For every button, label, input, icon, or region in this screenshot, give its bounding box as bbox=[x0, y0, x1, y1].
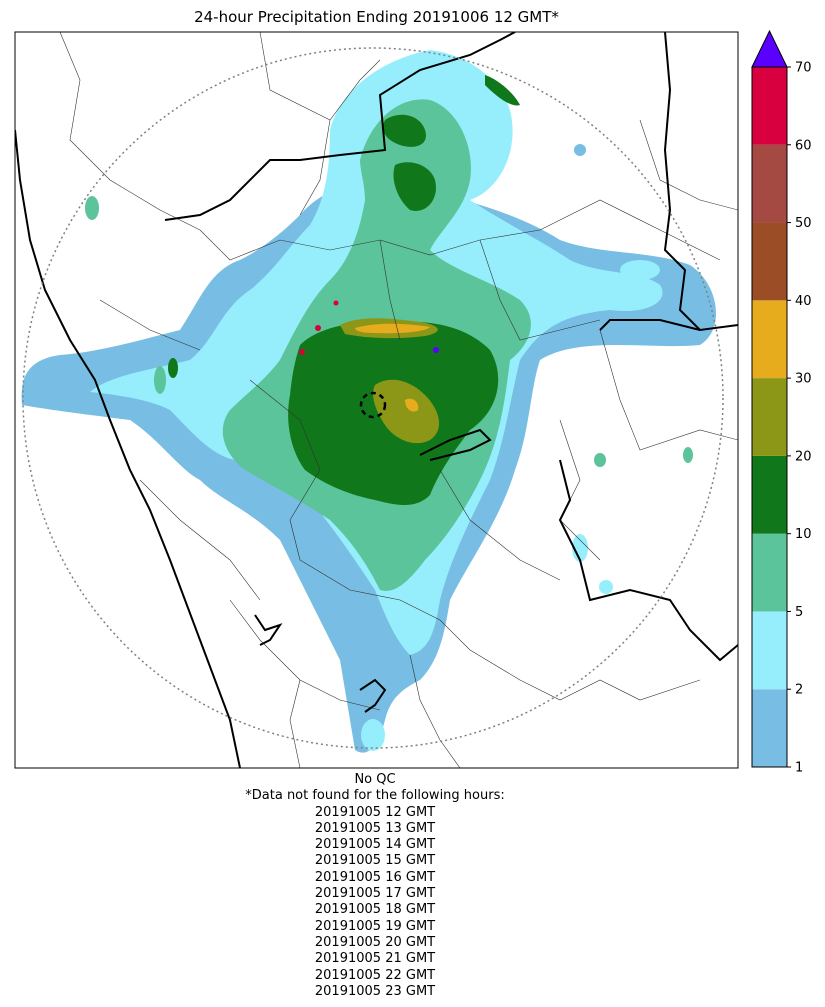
missing-hour-item: 20191005 14 GMT bbox=[314, 837, 436, 853]
precip-band-30-40 bbox=[355, 323, 430, 334]
radar-site-marker bbox=[359, 391, 387, 419]
colorbar-segment bbox=[752, 67, 787, 145]
missing-hour-item: 20191005 18 GMT bbox=[314, 902, 436, 918]
missing-hour-item: 20191005 13 GMT bbox=[314, 820, 436, 836]
precip-cell bbox=[168, 358, 178, 378]
precip-cell bbox=[620, 260, 660, 280]
colorbar-segment bbox=[752, 222, 787, 301]
precipitation-field bbox=[21, 50, 717, 753]
colorbar-segment bbox=[752, 611, 787, 690]
colorbar-tick-label: 40 bbox=[795, 294, 812, 309]
missing-hour-item: 20191005 12 GMT bbox=[314, 804, 436, 820]
qc-note: No QC bbox=[354, 772, 396, 787]
missing-hour-item: 20191005 17 GMT bbox=[314, 886, 436, 902]
radar-range-ring bbox=[22, 47, 724, 749]
precip-cell-70-plus bbox=[333, 300, 339, 306]
precip-cell-60-70 bbox=[315, 325, 321, 331]
colorbar-extend-arrow bbox=[751, 29, 788, 68]
coastline bbox=[15, 32, 738, 768]
precip-band-10-20 bbox=[485, 75, 520, 106]
map-frame bbox=[14, 31, 739, 769]
district-boundaries bbox=[59, 32, 738, 768]
precip-band-20-30 bbox=[373, 379, 440, 444]
colorbar-segment bbox=[752, 533, 787, 612]
colorbar-tick-label: 5 bbox=[795, 605, 803, 620]
colorbar-segment bbox=[752, 300, 787, 379]
precip-cell bbox=[683, 447, 693, 463]
precip-band-10-20 bbox=[393, 162, 436, 211]
colorbar-segment bbox=[752, 689, 787, 767]
precip-cell bbox=[599, 580, 613, 594]
map-title: 24-hour Precipitation Ending 20191006 12… bbox=[194, 8, 559, 26]
colorbar-segment bbox=[752, 378, 787, 456]
missing-hour-item: 20191005 21 GMT bbox=[314, 951, 436, 967]
colorbar-tick-label: 60 bbox=[795, 138, 812, 153]
precip-cell bbox=[154, 366, 166, 394]
precip-cell bbox=[572, 534, 588, 562]
precip-cell bbox=[574, 144, 586, 156]
colorbar: 1 2 5 10 20 30 40 50 60 70 bbox=[751, 29, 812, 776]
missing-hour-item: 20191005 16 GMT bbox=[314, 869, 436, 885]
colorbar-segment bbox=[752, 144, 787, 223]
precip-cell bbox=[85, 196, 99, 220]
missing-hour-item: 20191005 20 GMT bbox=[314, 934, 436, 950]
precip-cell-70-plus bbox=[433, 347, 439, 353]
missing-hours-list: 20191005 12 GMT 20191005 13 GMT 20191005 1… bbox=[0, 805, 750, 1001]
precip-band-10-20 bbox=[383, 114, 426, 147]
missing-hours-header: *Data not found for the following hours: bbox=[245, 788, 505, 804]
precip-cell-60-70 bbox=[299, 349, 305, 355]
missing-hour-item: 20191005 23 GMT bbox=[314, 983, 436, 999]
colorbar-tick-label: 2 bbox=[795, 683, 803, 698]
precip-cell bbox=[594, 453, 606, 467]
colorbar-outline bbox=[751, 66, 788, 768]
colorbar-segment bbox=[752, 455, 787, 534]
colorbar-tick-label: 70 bbox=[795, 61, 812, 76]
colorbar-tick-label: 30 bbox=[795, 372, 812, 387]
footer-notes: No QC *Data not found for the following … bbox=[0, 772, 750, 1000]
missing-hour-item: 20191005 15 GMT bbox=[314, 853, 436, 869]
colorbar-tick-label: 1 bbox=[795, 761, 803, 776]
precip-band-30-40 bbox=[405, 398, 419, 412]
colorbar-tick-label: 20 bbox=[795, 449, 812, 464]
colorbar-tick-label: 50 bbox=[795, 216, 812, 231]
missing-hour-item: 20191005 22 GMT bbox=[314, 967, 436, 983]
colorbar-tick-label: 10 bbox=[795, 527, 812, 542]
precip-cell bbox=[361, 719, 385, 751]
missing-hour-item: 20191005 19 GMT bbox=[314, 918, 436, 934]
